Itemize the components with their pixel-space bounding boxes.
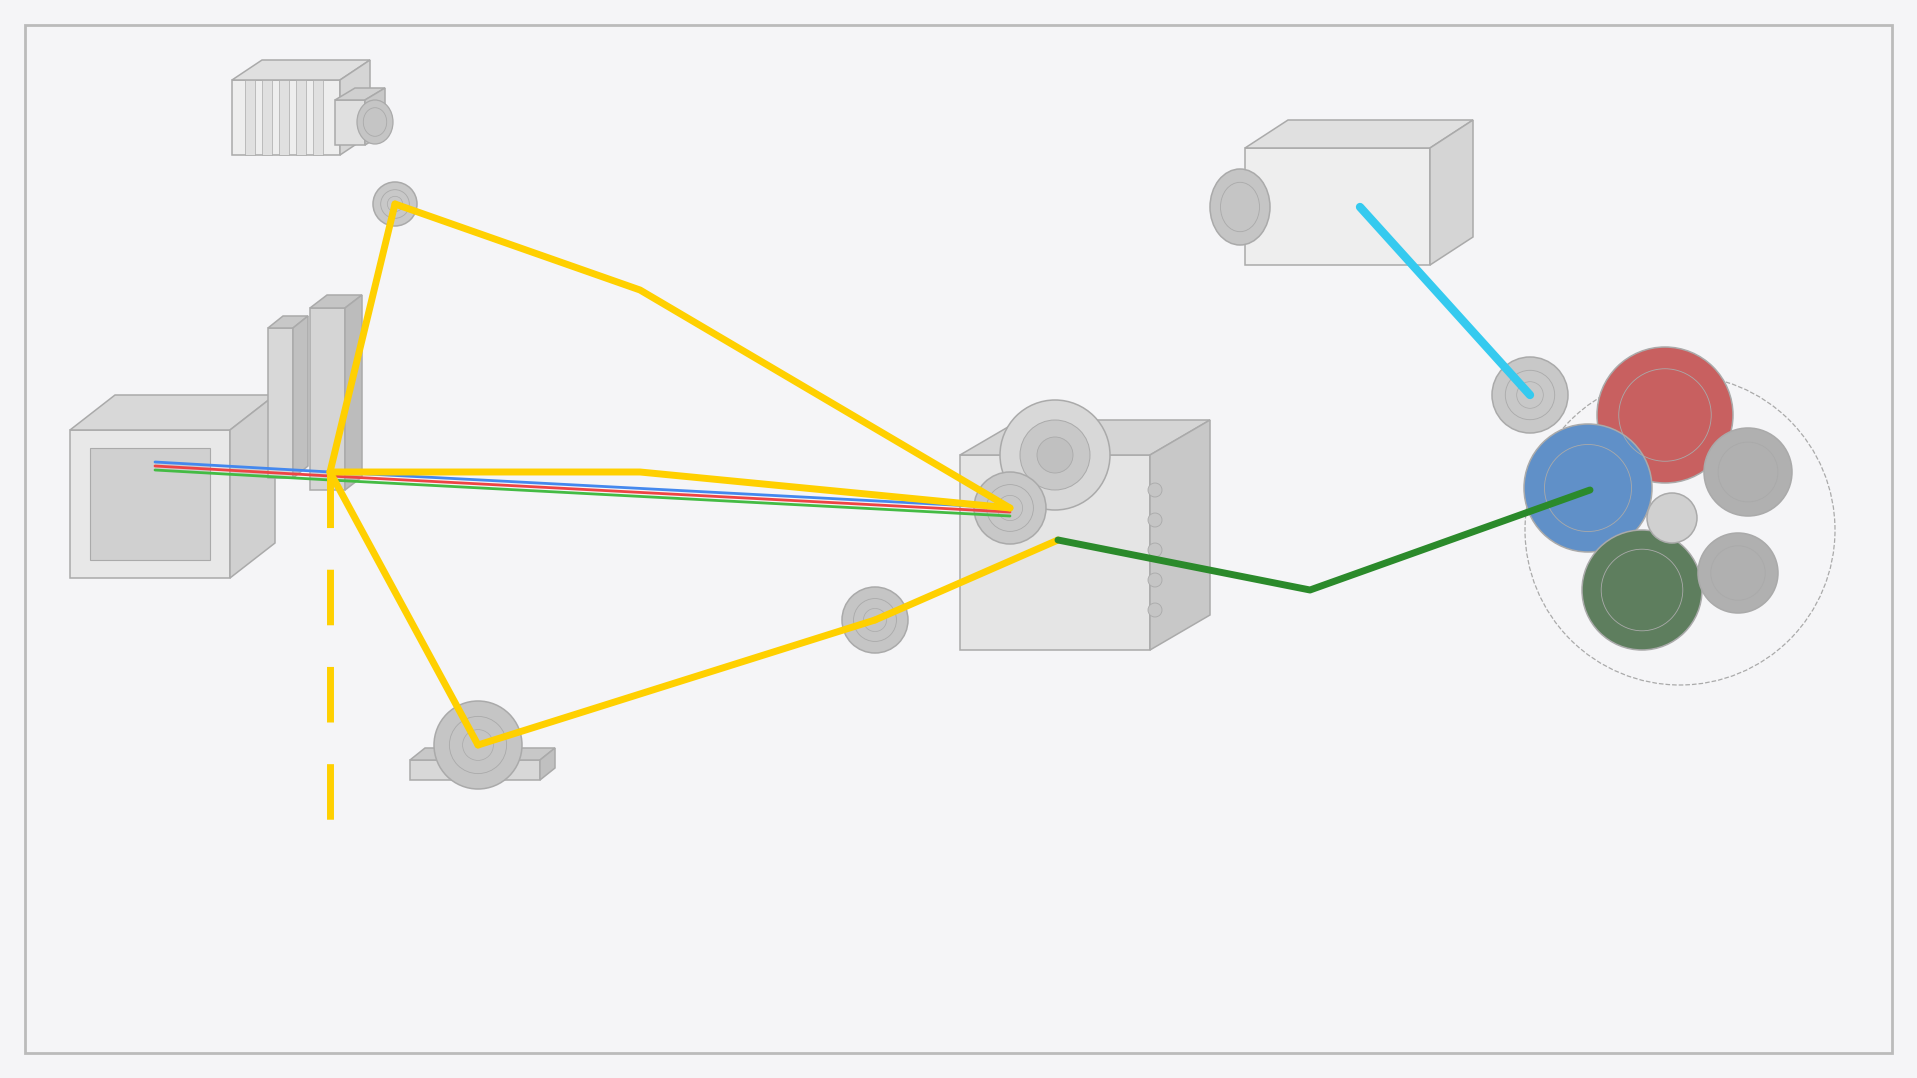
Circle shape <box>433 701 521 789</box>
Polygon shape <box>1150 420 1210 650</box>
Circle shape <box>1148 543 1162 557</box>
Polygon shape <box>268 328 293 478</box>
Polygon shape <box>71 430 230 578</box>
Circle shape <box>1491 357 1568 433</box>
Polygon shape <box>410 748 556 760</box>
Circle shape <box>1148 513 1162 527</box>
Polygon shape <box>232 60 370 80</box>
Polygon shape <box>263 80 272 155</box>
Polygon shape <box>541 748 556 780</box>
Polygon shape <box>245 80 255 155</box>
Circle shape <box>1597 347 1733 483</box>
Circle shape <box>1148 573 1162 588</box>
Circle shape <box>1582 530 1702 650</box>
Polygon shape <box>311 308 345 490</box>
Polygon shape <box>71 395 274 430</box>
Polygon shape <box>335 88 385 100</box>
Polygon shape <box>335 100 364 146</box>
Circle shape <box>974 472 1047 544</box>
Polygon shape <box>311 295 362 308</box>
Circle shape <box>1524 424 1652 552</box>
Polygon shape <box>295 80 307 155</box>
Circle shape <box>374 182 418 226</box>
Polygon shape <box>960 455 1150 650</box>
Polygon shape <box>1430 120 1472 265</box>
Circle shape <box>1020 420 1091 490</box>
Polygon shape <box>1244 120 1472 148</box>
Circle shape <box>1037 437 1074 473</box>
Polygon shape <box>232 80 339 155</box>
Circle shape <box>1704 428 1792 516</box>
Polygon shape <box>345 295 362 490</box>
Ellipse shape <box>357 100 393 144</box>
Circle shape <box>1148 603 1162 617</box>
Circle shape <box>1001 400 1110 510</box>
Polygon shape <box>230 395 274 578</box>
Polygon shape <box>268 316 309 328</box>
Polygon shape <box>293 316 309 478</box>
Polygon shape <box>1244 148 1430 265</box>
Polygon shape <box>280 80 289 155</box>
Polygon shape <box>410 760 541 780</box>
Polygon shape <box>960 420 1210 455</box>
Circle shape <box>842 588 909 653</box>
Circle shape <box>1647 493 1697 543</box>
Polygon shape <box>312 80 322 155</box>
Polygon shape <box>90 448 211 559</box>
Polygon shape <box>339 60 370 155</box>
Circle shape <box>1698 533 1777 613</box>
Ellipse shape <box>1210 169 1269 245</box>
Polygon shape <box>364 88 385 146</box>
Circle shape <box>1148 483 1162 497</box>
